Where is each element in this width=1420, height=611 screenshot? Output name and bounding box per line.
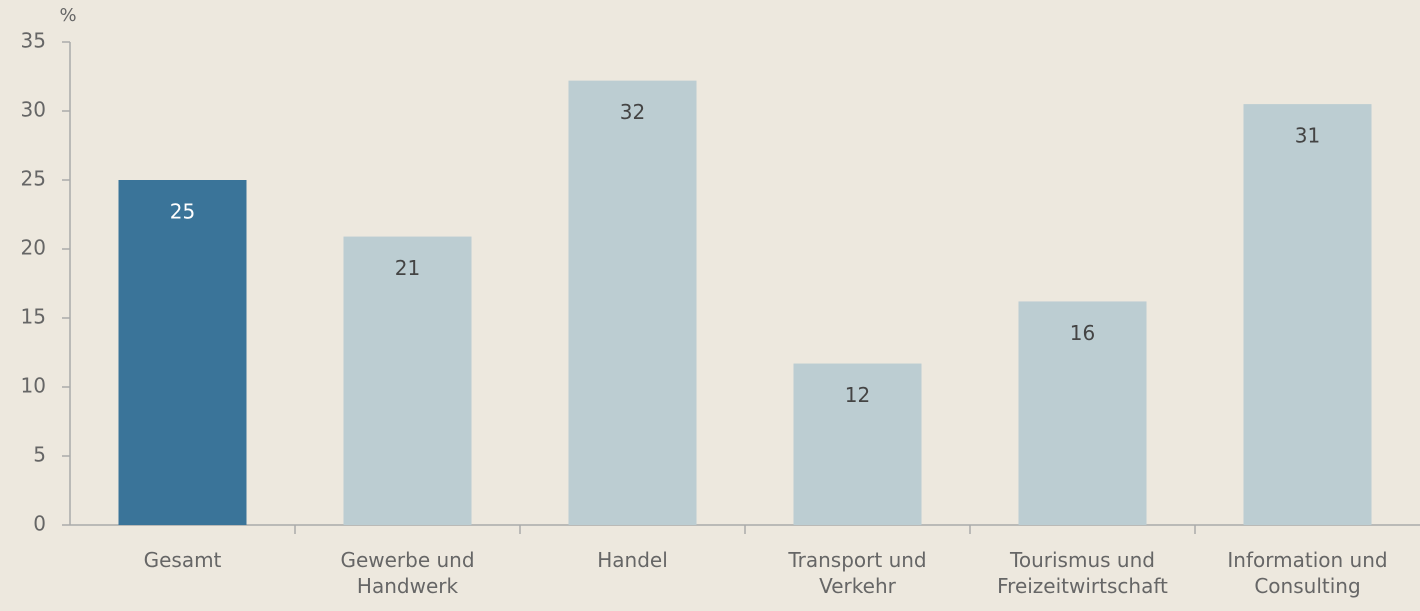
value-label: 12 <box>845 383 870 407</box>
bar <box>343 236 472 525</box>
y-tick-label: 15 <box>21 305 46 329</box>
y-tick-label: 25 <box>21 167 46 191</box>
bar <box>1243 104 1372 525</box>
bar <box>568 80 697 525</box>
value-label: 16 <box>1070 321 1095 345</box>
y-tick-label: 20 <box>21 236 46 260</box>
y-tick-label: 35 <box>21 29 46 53</box>
value-label: 21 <box>395 256 420 280</box>
value-label: 31 <box>1295 124 1320 148</box>
bar <box>1018 301 1147 525</box>
x-tick-label: Handel <box>597 548 668 572</box>
y-tick-label: 5 <box>33 443 46 467</box>
x-tick-label: Information und Consulting <box>1227 548 1388 598</box>
bar <box>793 363 922 525</box>
y-tick-label: 10 <box>21 374 46 398</box>
y-tick-label: 0 <box>33 512 46 536</box>
x-tick-label: Transport und Verkehr <box>788 548 927 598</box>
x-tick-label: Gewerbe und Handwerk <box>340 548 475 598</box>
y-axis-unit: % <box>59 5 76 26</box>
value-label: 32 <box>620 100 645 124</box>
y-tick-label: 30 <box>21 98 46 122</box>
value-label: 25 <box>170 200 195 224</box>
x-tick-label: Gesamt <box>143 548 222 572</box>
x-tick-label: Tourismus und Freizeitwirtschaft <box>997 548 1168 598</box>
bar <box>118 180 247 525</box>
